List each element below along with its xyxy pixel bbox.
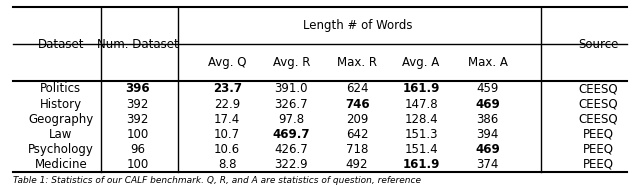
- Text: PEEQ: PEEQ: [583, 128, 614, 141]
- Text: CEESQ: CEESQ: [579, 97, 618, 111]
- Text: Avg. Q: Avg. Q: [208, 56, 246, 69]
- Text: 392: 392: [127, 113, 148, 126]
- Text: Politics: Politics: [40, 83, 81, 95]
- Text: 396: 396: [125, 83, 150, 95]
- Text: 624: 624: [346, 83, 369, 95]
- Text: 96: 96: [130, 143, 145, 156]
- Text: 392: 392: [127, 97, 148, 111]
- Text: 459: 459: [477, 83, 499, 95]
- Text: 161.9: 161.9: [403, 83, 440, 95]
- Text: PEEQ: PEEQ: [583, 158, 614, 171]
- Text: 391.0: 391.0: [275, 83, 308, 95]
- Text: Max. A: Max. A: [468, 56, 508, 69]
- Text: Length # of Words: Length # of Words: [303, 19, 412, 32]
- Text: 8.8: 8.8: [218, 158, 236, 171]
- Text: Max. R: Max. R: [337, 56, 377, 69]
- Text: 151.4: 151.4: [404, 143, 438, 156]
- Text: Geography: Geography: [28, 113, 93, 126]
- Text: 17.4: 17.4: [214, 113, 241, 126]
- Text: 386: 386: [477, 113, 499, 126]
- Text: Psychology: Psychology: [28, 143, 93, 156]
- Text: Num. Dataset: Num. Dataset: [97, 38, 179, 51]
- Text: 128.4: 128.4: [404, 113, 438, 126]
- Text: 209: 209: [346, 113, 368, 126]
- Text: 22.9: 22.9: [214, 97, 241, 111]
- Text: CEESQ: CEESQ: [579, 83, 618, 95]
- Text: 469: 469: [476, 143, 500, 156]
- Text: Avg. R: Avg. R: [273, 56, 310, 69]
- Text: Dataset: Dataset: [38, 38, 84, 51]
- Text: 151.3: 151.3: [404, 128, 438, 141]
- Text: Source: Source: [578, 38, 619, 51]
- Text: 469.7: 469.7: [273, 128, 310, 141]
- Text: 469: 469: [476, 97, 500, 111]
- Text: 718: 718: [346, 143, 368, 156]
- Text: History: History: [40, 97, 82, 111]
- Text: 394: 394: [477, 128, 499, 141]
- Text: 426.7: 426.7: [275, 143, 308, 156]
- Text: 746: 746: [345, 97, 369, 111]
- Text: CEESQ: CEESQ: [579, 113, 618, 126]
- Text: PEEQ: PEEQ: [583, 143, 614, 156]
- Text: 161.9: 161.9: [403, 158, 440, 171]
- Text: 374: 374: [477, 158, 499, 171]
- Text: 100: 100: [127, 158, 148, 171]
- Text: Avg. A: Avg. A: [403, 56, 440, 69]
- Text: 10.6: 10.6: [214, 143, 240, 156]
- Text: 97.8: 97.8: [278, 113, 304, 126]
- Text: 100: 100: [127, 128, 148, 141]
- Text: 147.8: 147.8: [404, 97, 438, 111]
- Text: Law: Law: [49, 128, 72, 141]
- Text: 492: 492: [346, 158, 369, 171]
- Text: Table 1: Statistics of our CALF benchmark. Q, R, and A are statistics of questio: Table 1: Statistics of our CALF benchmar…: [13, 176, 421, 185]
- Text: 326.7: 326.7: [275, 97, 308, 111]
- Text: 23.7: 23.7: [212, 83, 242, 95]
- Text: 642: 642: [346, 128, 369, 141]
- Text: 10.7: 10.7: [214, 128, 240, 141]
- Text: 322.9: 322.9: [275, 158, 308, 171]
- Text: Medicine: Medicine: [35, 158, 87, 171]
